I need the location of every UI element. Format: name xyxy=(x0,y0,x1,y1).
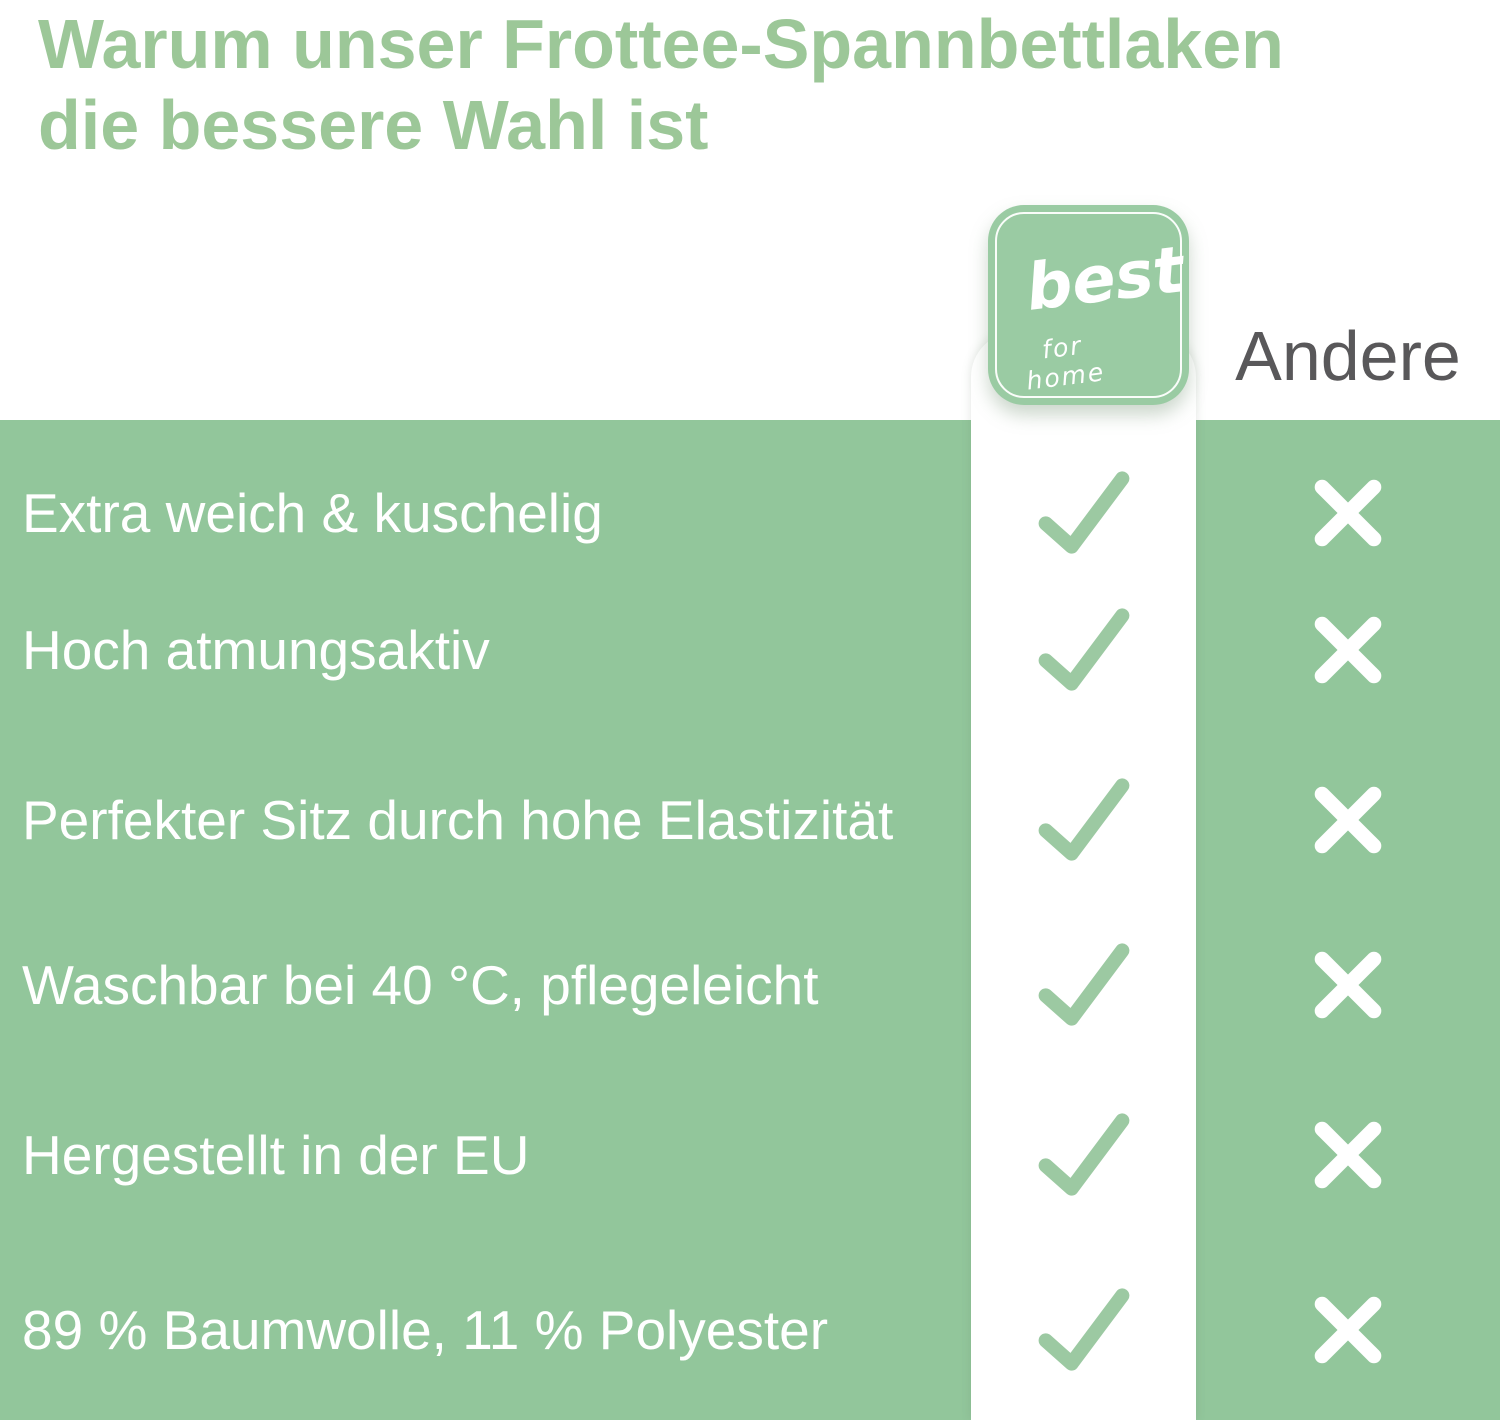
feature-row: 89 % Baumwolle, 11 % Polyester xyxy=(0,1280,1500,1380)
best-cell xyxy=(971,600,1196,700)
feature-row: Hoch atmungsaktiv xyxy=(0,600,1500,700)
feature-row: Perfekter Sitz durch hohe Elastizität xyxy=(0,770,1500,870)
x-icon xyxy=(1314,951,1382,1019)
best-column-strip xyxy=(971,332,1196,1420)
check-icon xyxy=(1038,608,1129,691)
other-cell xyxy=(1196,935,1500,1035)
other-cell xyxy=(1196,463,1500,563)
other-cell xyxy=(1196,1105,1500,1205)
check-icon xyxy=(1038,471,1129,554)
feature-label: Perfekter Sitz durch hohe Elastizität xyxy=(22,789,894,851)
page-title-line1: Warum unser Frottee-Spannbettlaken xyxy=(38,5,1284,83)
other-cell xyxy=(1196,600,1500,700)
page-title: Warum unser Frottee-Spannbettlaken die b… xyxy=(38,4,1498,166)
page-title-line2: die bessere Wahl ist xyxy=(38,86,709,164)
check-icon xyxy=(1038,1288,1129,1371)
feature-label: Hergestellt in der EU xyxy=(22,1124,530,1186)
other-cell xyxy=(1196,1280,1500,1380)
comparison-panel xyxy=(0,420,1500,1420)
best-cell xyxy=(971,935,1196,1035)
brand-tagline: for home xyxy=(1024,330,1107,396)
check-icon xyxy=(1038,1113,1129,1196)
best-cell xyxy=(971,1280,1196,1380)
other-cell xyxy=(1196,770,1500,870)
x-icon xyxy=(1314,1121,1382,1189)
feature-label: Extra weich & kuschelig xyxy=(22,482,603,544)
feature-label: 89 % Baumwolle, 11 % Polyester xyxy=(22,1299,829,1361)
feature-row: Waschbar bei 40 °C, pflegeleicht xyxy=(0,935,1500,1035)
x-icon xyxy=(1314,786,1382,854)
best-cell xyxy=(971,770,1196,870)
brand-logo-badge: best for home xyxy=(988,205,1189,405)
feature-row: Extra weich & kuschelig xyxy=(0,463,1500,563)
check-icon xyxy=(1038,778,1129,861)
best-cell xyxy=(971,463,1196,563)
check-icon xyxy=(1038,943,1129,1026)
x-icon xyxy=(1314,616,1382,684)
x-icon xyxy=(1314,479,1382,547)
feature-row: Hergestellt in der EU xyxy=(0,1105,1500,1205)
brand-name: best xyxy=(1022,233,1188,326)
other-column-header: Andere xyxy=(1235,317,1461,395)
best-cell xyxy=(971,1105,1196,1205)
feature-label: Waschbar bei 40 °C, pflegeleicht xyxy=(22,954,819,1016)
feature-label: Hoch atmungsaktiv xyxy=(22,619,490,681)
x-icon xyxy=(1314,1296,1382,1364)
